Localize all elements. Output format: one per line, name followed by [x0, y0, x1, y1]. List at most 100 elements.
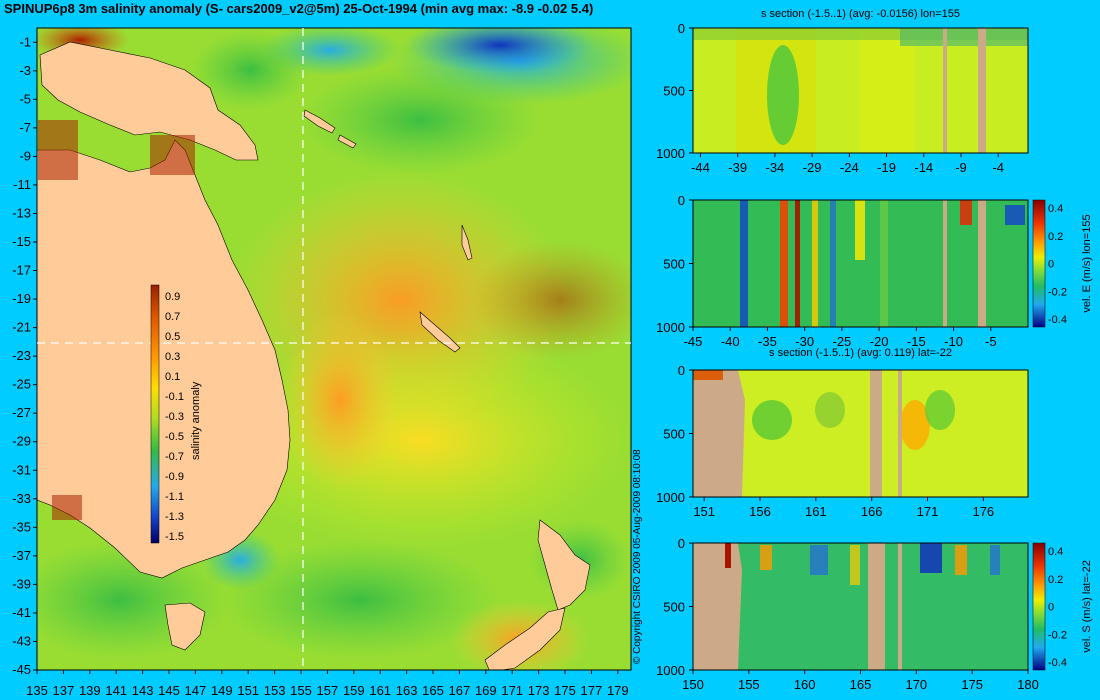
lon-tick-label: 137: [53, 683, 75, 698]
salinity-colorbar: 0.9 0.7 0.5 0.3 0.1 -0.1 -0.3 -0.5 -0.7 -0.9 -1.1 -…: [150, 284, 202, 544]
lat-tick-label: -23: [12, 348, 31, 363]
lat-tick-label: -41: [12, 605, 31, 620]
solomon-islands-landmass: [303, 109, 357, 149]
lon-tick-label: 165: [422, 683, 444, 698]
map-lon-axis: 135 137 139 141 143 145 147 149 151 153 155 157 159 1…: [26, 670, 629, 698]
depth-tick-label: 0: [678, 21, 685, 36]
lon-tick-label: 135: [26, 683, 48, 698]
depth-tick-label: 0: [678, 363, 685, 378]
lat-tick-label: -13: [12, 205, 31, 220]
colorbar-tick-label: 0.9: [165, 291, 180, 303]
lon-tick-label: 167: [449, 683, 471, 698]
colorbar-tick-label: -0.1: [165, 391, 184, 403]
section-panel-velocity-s: [692, 542, 1046, 671]
lon-tick-label: 141: [105, 683, 127, 698]
velocity-colorbar-tick-label: 0.4: [1048, 203, 1063, 215]
section-x-tick-label: -4: [992, 160, 1004, 175]
section-x-tick-label: -19: [877, 160, 896, 175]
lon-tick-label: 177: [581, 683, 603, 698]
tasmania-landmass: [164, 602, 206, 651]
colorbar-label: salinity anomaly: [190, 381, 202, 460]
velocity-colorbar-label: vel. E (m/s) lon=155: [1081, 214, 1093, 312]
velocity-colorbar-tick-label: 0.2: [1048, 231, 1063, 243]
depth-tick-label: 1000: [656, 663, 685, 678]
lat-tick-label: -29: [12, 434, 31, 449]
section-x-tick-label: -29: [803, 160, 822, 175]
section-x-tick-label: -5: [985, 334, 997, 349]
section-x-tick-label: 151: [693, 504, 715, 519]
depth-tick-label: 500: [663, 257, 685, 272]
lat-tick-label: -31: [12, 462, 31, 477]
lon-tick-label: 171: [501, 683, 523, 698]
velocity-e-colorbar: [1032, 199, 1046, 328]
velocity-colorbar-tick-label: -0.2: [1048, 629, 1067, 641]
lat-tick-label: -45: [12, 662, 31, 677]
lat-tick-label: -5: [19, 91, 31, 106]
map-lat-axis: -1 -3 -5 -7 -9 -11 -13 -15 -17 -19 -21 -23 -25 -27 -29…: [12, 34, 37, 677]
lon-tick-label: 151: [237, 683, 259, 698]
depth-tick-label: 1000: [656, 490, 685, 505]
section-x-tick-label: -44: [691, 160, 710, 175]
velocity-colorbar-tick-label: -0.4: [1048, 657, 1067, 669]
section-x-tick-label: -9: [955, 160, 967, 175]
colorbar-tick-label: -0.7: [165, 451, 184, 463]
velocity-colorbar-tick-label: -0.4: [1048, 314, 1067, 326]
lon-tick-label: 169: [475, 683, 497, 698]
section-panel-salinity-lat: [692, 369, 1029, 498]
section-panel-title: s section (-1.5..1) (avg: -0.0156) lon=1…: [761, 8, 960, 20]
salinity-colorbar-gradient: [150, 284, 160, 544]
lat-tick-label: -35: [12, 519, 31, 534]
section-x-tick-label: -34: [765, 160, 784, 175]
section-x-tick-label: 155: [738, 677, 760, 692]
velocity-colorbar-tick-label: 0.2: [1048, 574, 1063, 586]
lon-tick-label: 143: [132, 683, 154, 698]
section-x-tick-label: 171: [917, 504, 939, 519]
new-guinea-landmass: [39, 41, 259, 161]
vanuatu-landmass: [461, 224, 473, 261]
lon-tick-label: 153: [264, 683, 286, 698]
lon-tick-label: 161: [369, 683, 391, 698]
land-masses: [37, 41, 591, 670]
depth-tick-label: 500: [663, 84, 685, 99]
section-x-tick-label: -25: [832, 334, 851, 349]
colorbar-tick-label: -1.5: [165, 531, 184, 543]
velocity-colorbar-tick-label: 0: [1048, 259, 1054, 271]
lat-tick-label: -37: [12, 548, 31, 563]
lon-tick-label: 175: [554, 683, 576, 698]
section-x-tick-label: 156: [749, 504, 771, 519]
section-x-tick-label: 170: [905, 677, 927, 692]
depth-tick-label: 1000: [656, 320, 685, 335]
depth-tick-label: 500: [663, 600, 685, 615]
section-x-tick-label: -15: [907, 334, 926, 349]
new-zealand-south-landmass: [484, 607, 566, 670]
velocity-colorbar-tick-label: -0.2: [1048, 286, 1067, 298]
section-x-tick-label: 166: [861, 504, 883, 519]
lat-tick-label: -7: [19, 120, 31, 135]
colorbar-tick-label: -1.3: [165, 511, 184, 523]
colorbar-tick-label: 0.1: [165, 371, 180, 383]
lon-tick-label: 147: [185, 683, 207, 698]
section-x-tick-label: -39: [728, 160, 747, 175]
section-panel-title: s section (-1.5..1) (avg: 0.119) lat=-22: [769, 347, 952, 359]
lon-tick-label: 179: [607, 683, 629, 698]
section-x-tick-label: -20: [870, 334, 889, 349]
colorbar-tick-label: -0.9: [165, 471, 184, 483]
lat-tick-label: -33: [12, 491, 31, 506]
lon-tick-label: 149: [211, 683, 233, 698]
lon-tick-label: 159: [343, 683, 365, 698]
lat-tick-label: -19: [12, 291, 31, 306]
colorbar-tick-label: 0.5: [165, 331, 180, 343]
lat-tick-label: -15: [12, 234, 31, 249]
lat-tick-label: -39: [12, 576, 31, 591]
lon-tick-label: 145: [158, 683, 180, 698]
velocity-colorbar-tick-label: 0.4: [1048, 546, 1063, 558]
section-x-tick-label: -35: [758, 334, 777, 349]
lat-tick-label: -25: [12, 377, 31, 392]
new-caledonia-landmass: [419, 311, 461, 353]
section-x-tick-label: -24: [840, 160, 859, 175]
velocity-s-colorbar: [1032, 542, 1046, 671]
velocity-colorbar-tick-label: 0: [1048, 602, 1054, 614]
lon-tick-label: 157: [317, 683, 339, 698]
section-x-tick-label: 175: [961, 677, 983, 692]
section-x-tick-label: -45: [684, 334, 703, 349]
